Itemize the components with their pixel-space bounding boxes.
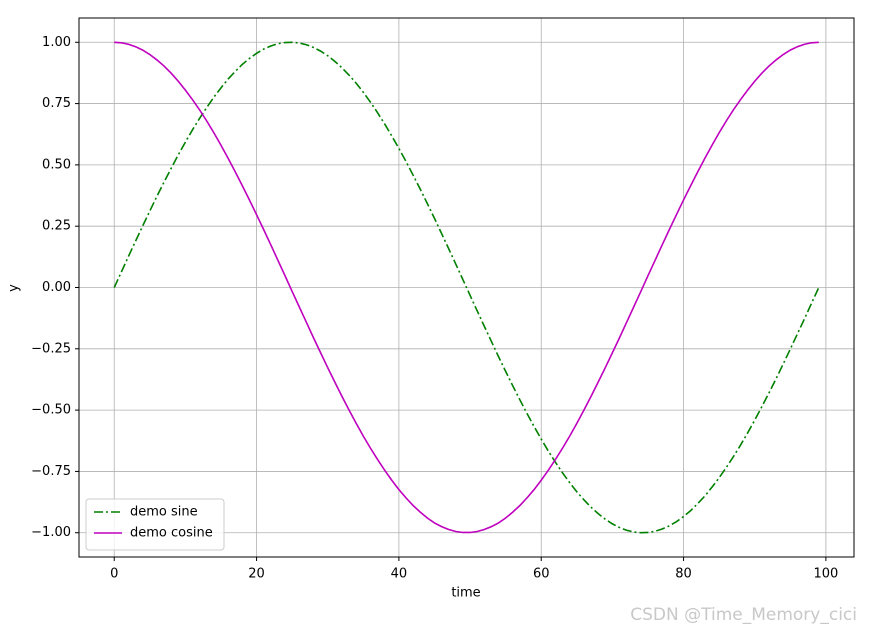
x-tick-label: 60 bbox=[533, 567, 550, 582]
y-tick-label: −0.75 bbox=[31, 464, 71, 479]
y-tick-label: 0.75 bbox=[42, 96, 71, 111]
watermark: CSDN @Time_Memory_cici bbox=[630, 605, 857, 625]
y-tick-label: −1.00 bbox=[31, 525, 71, 540]
x-tick-label: 40 bbox=[391, 567, 408, 582]
x-tick-label: 100 bbox=[813, 567, 838, 582]
x-axis-label: time bbox=[451, 586, 480, 601]
series-line bbox=[113, 41, 820, 534]
y-axis-label: y bbox=[7, 284, 22, 292]
y-tick-label: −0.50 bbox=[31, 403, 71, 418]
series-line bbox=[114, 41, 819, 534]
plot-frame bbox=[78, 17, 855, 558]
y-tick-label: 0.50 bbox=[42, 157, 71, 172]
legend-label: demo cosine bbox=[130, 526, 213, 541]
y-tick-label: −0.25 bbox=[31, 341, 71, 356]
y-tick-label: 0.25 bbox=[42, 219, 71, 234]
y-tick-label: 1.00 bbox=[42, 35, 71, 50]
legend-label: demo sine bbox=[130, 505, 198, 520]
legend-box bbox=[85, 498, 225, 551]
y-tick-label: 0.00 bbox=[42, 280, 71, 295]
x-tick-label: 20 bbox=[248, 567, 265, 582]
x-tick-label: 0 bbox=[110, 567, 118, 582]
x-tick-label: 80 bbox=[675, 567, 692, 582]
